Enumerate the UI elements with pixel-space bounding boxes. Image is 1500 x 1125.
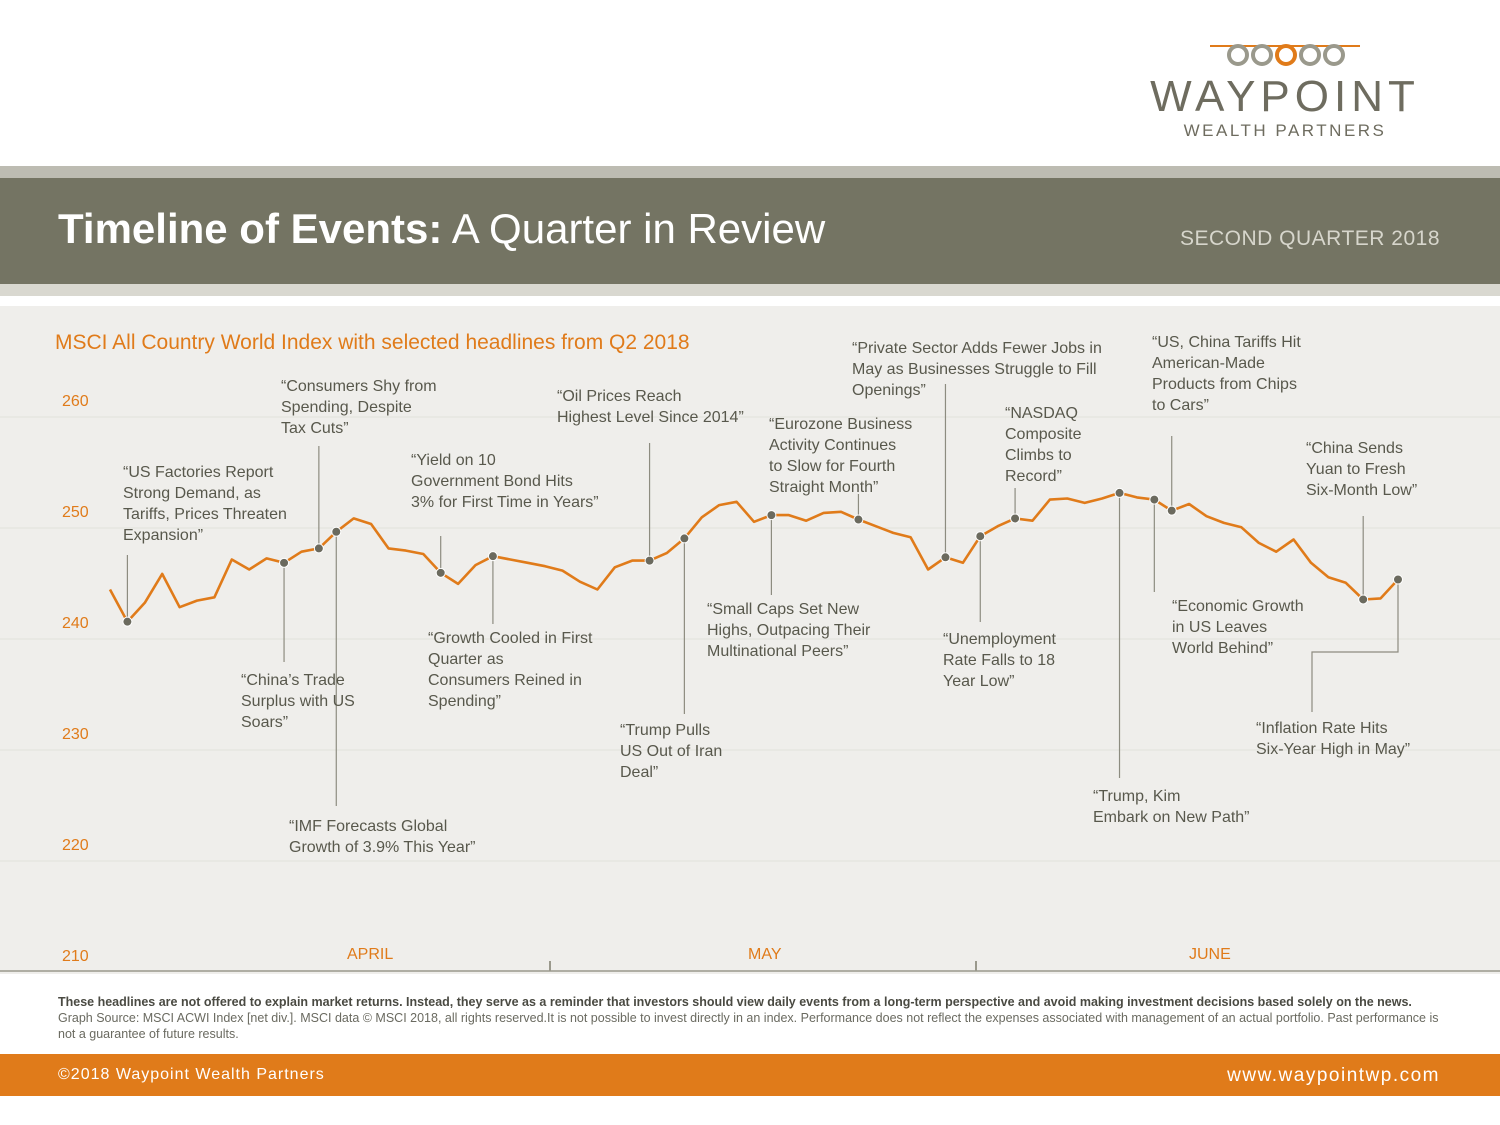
- headline-annotation: “Economic Growth in US Leaves World Behi…: [1172, 598, 1304, 657]
- headline-marker-point: [1393, 574, 1403, 585]
- headline-annotation: “IMF Forecasts Global Growth of 3.9% Thi…: [289, 818, 476, 856]
- headline-annotation: “NASDAQ Composite Climbs to Record”: [1005, 405, 1082, 485]
- disclaimer-bold: These headlines are not offered to expla…: [58, 995, 1412, 1009]
- headline-marker-point: [279, 557, 290, 568]
- y-tick-label: 260: [62, 393, 89, 410]
- headline-annotation: “Trump, Kim Embark on New Path”: [1093, 788, 1250, 826]
- headline-marker-point: [644, 555, 655, 566]
- annotation-leader-line: [1311, 579, 1399, 712]
- y-tick-label: 210: [62, 948, 89, 965]
- chart-title: MSCI All Country World Index with select…: [55, 331, 690, 354]
- headline-annotation: “Eurozone Business Activity Continues to…: [769, 416, 913, 496]
- title-banner: [0, 178, 1500, 284]
- headline-marker-point: [435, 567, 446, 578]
- x-month-label: MAY: [748, 946, 782, 963]
- headline-marker-point: [975, 531, 986, 542]
- headline-annotation: “Yield on 10 Government Bond Hits 3% for…: [411, 452, 599, 511]
- banner-bottom-stripe: [0, 284, 1500, 296]
- headline-marker-point: [679, 533, 690, 544]
- footer-copyright: ©2018 Waypoint Wealth Partners: [58, 1066, 325, 1083]
- disclaimer: These headlines are not offered to expla…: [58, 994, 1448, 1042]
- headline-marker-point: [1010, 513, 1021, 524]
- headline-marker-point: [940, 552, 951, 563]
- headline-marker-point: [487, 551, 498, 562]
- headline-annotation: “US Factories Report Strong Demand, as T…: [123, 464, 287, 544]
- headline-annotation: “US, China Tariffs Hit American-Made Pro…: [1152, 334, 1301, 414]
- headline-annotation: “China’s Trade Surplus with US Soars”: [241, 672, 355, 731]
- headline-annotation: “Private Sector Adds Fewer Jobs in May a…: [852, 340, 1102, 399]
- headline-annotation: “Consumers Shy from Spending, Despite Ta…: [281, 378, 437, 437]
- headline-marker-point: [766, 510, 777, 521]
- headline-marker-point: [122, 616, 133, 627]
- page-title-light: A Quarter in Review: [451, 205, 826, 252]
- headline-annotation: “Oil Prices Reach Highest Level Since 20…: [557, 388, 744, 426]
- headline-marker-point: [853, 514, 864, 525]
- logo-wordmark: WAYPOINT: [1150, 72, 1420, 121]
- headline-annotation: “Inflation Rate Hits Six-Year High in Ma…: [1256, 720, 1411, 758]
- footer-bar: ©2018 Waypoint Wealth Partners www.waypo…: [0, 1054, 1500, 1096]
- x-month-label: JUNE: [1189, 946, 1231, 963]
- page-title-bold: Timeline of Events:: [58, 205, 443, 252]
- y-tick-label: 230: [62, 726, 89, 743]
- disclaimer-source: Graph Source: MSCI ACWI Index [net div.]…: [58, 1011, 1439, 1041]
- headline-marker-point: [1114, 487, 1125, 498]
- banner-top-stripe: [0, 166, 1500, 178]
- quarter-label: SECOND QUARTER 2018: [1179, 227, 1440, 250]
- headline-marker-point: [313, 543, 324, 554]
- headline-marker-point: [1149, 494, 1160, 505]
- headline-marker-point: [331, 526, 342, 537]
- msci-acwi-series-line: [108, 491, 1399, 624]
- waypoint-logo[interactable]: WAYPOINT WEALTH PARTNERS: [1150, 40, 1420, 141]
- headline-annotation: “Small Caps Set New Highs, Outpacing The…: [707, 601, 871, 660]
- rings-logo-icon: [1210, 44, 1360, 66]
- headline-marker-point: [1166, 505, 1177, 516]
- headline-annotation: “China Sends Yuan to Fresh Six-Month Low…: [1306, 440, 1418, 499]
- headline-annotation: “Growth Cooled in First Quarter as Consu…: [428, 630, 593, 710]
- headline-annotation: “Unemployment Rate Falls to 18 Year Low”: [943, 631, 1056, 690]
- x-month-label: APRIL: [347, 946, 394, 963]
- y-tick-label: 220: [62, 837, 89, 854]
- headline-marker-point: [1358, 594, 1369, 605]
- page-title: Timeline of Events: A Quarter in Review: [58, 205, 825, 253]
- footer-url-link[interactable]: www.waypointwp.com: [1227, 1065, 1440, 1086]
- headline-annotation: “Trump Pulls US Out of Iran Deal”: [620, 722, 723, 781]
- logo-tagline: WEALTH PARTNERS: [1183, 121, 1387, 140]
- y-tick-label: 240: [62, 615, 89, 632]
- y-tick-label: 250: [62, 504, 89, 521]
